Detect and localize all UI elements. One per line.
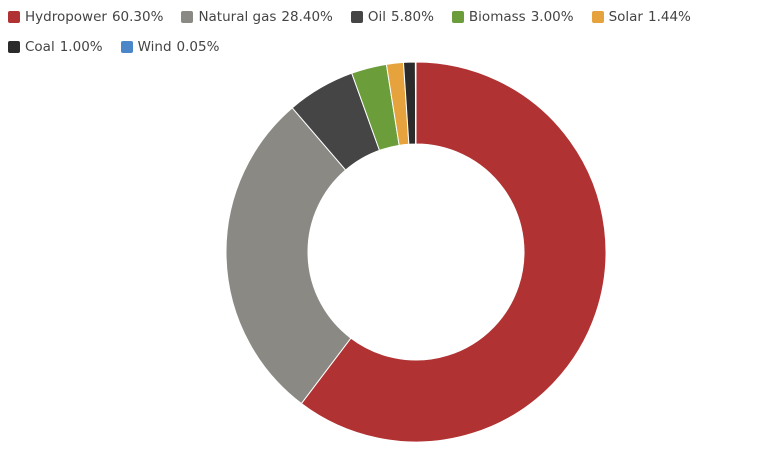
slice xyxy=(300,61,607,443)
legend-item: Natural gas 28.40% xyxy=(181,8,333,26)
slice xyxy=(414,61,417,145)
legend-item: Oil 5.80% xyxy=(350,8,434,26)
legend-label: Hydropower xyxy=(25,9,107,25)
legend-label: Wind xyxy=(137,39,172,55)
legend-swatch xyxy=(181,11,194,23)
legend-value: 3.00% xyxy=(530,9,574,25)
legend-swatch xyxy=(8,41,20,53)
legend-swatch xyxy=(591,11,604,23)
slice xyxy=(225,107,352,405)
legend-swatch xyxy=(451,11,464,23)
legend-item: Biomass 3.00% xyxy=(451,8,574,26)
legend-item: Wind 0.05% xyxy=(120,38,220,56)
legend-swatch xyxy=(120,41,133,53)
legend-value: 60.30% xyxy=(111,9,164,25)
legend-value: 1.00% xyxy=(59,39,103,55)
legend-label: Coal xyxy=(25,39,55,55)
legend-value: 28.40% xyxy=(281,9,333,25)
legend: Hydropower 60.30% Natural gas 28.40% Oil 5.80… xyxy=(8,8,764,56)
legend-swatch xyxy=(8,11,20,23)
legend-value: 1.44% xyxy=(647,9,691,25)
legend-item: Coal 1.00% xyxy=(8,38,103,56)
legend-item: Solar 1.44% xyxy=(591,8,691,26)
legend-label: Biomass xyxy=(468,9,526,25)
legend-value: 0.05% xyxy=(176,39,220,55)
legend-label: Oil xyxy=(367,9,387,25)
legend-value: 5.80% xyxy=(391,9,434,25)
legend-item: Hydropower 60.30% xyxy=(8,8,163,26)
legend-label: Natural gas xyxy=(198,9,277,25)
legend-label: Solar xyxy=(608,9,643,25)
legend-swatch xyxy=(350,11,363,23)
